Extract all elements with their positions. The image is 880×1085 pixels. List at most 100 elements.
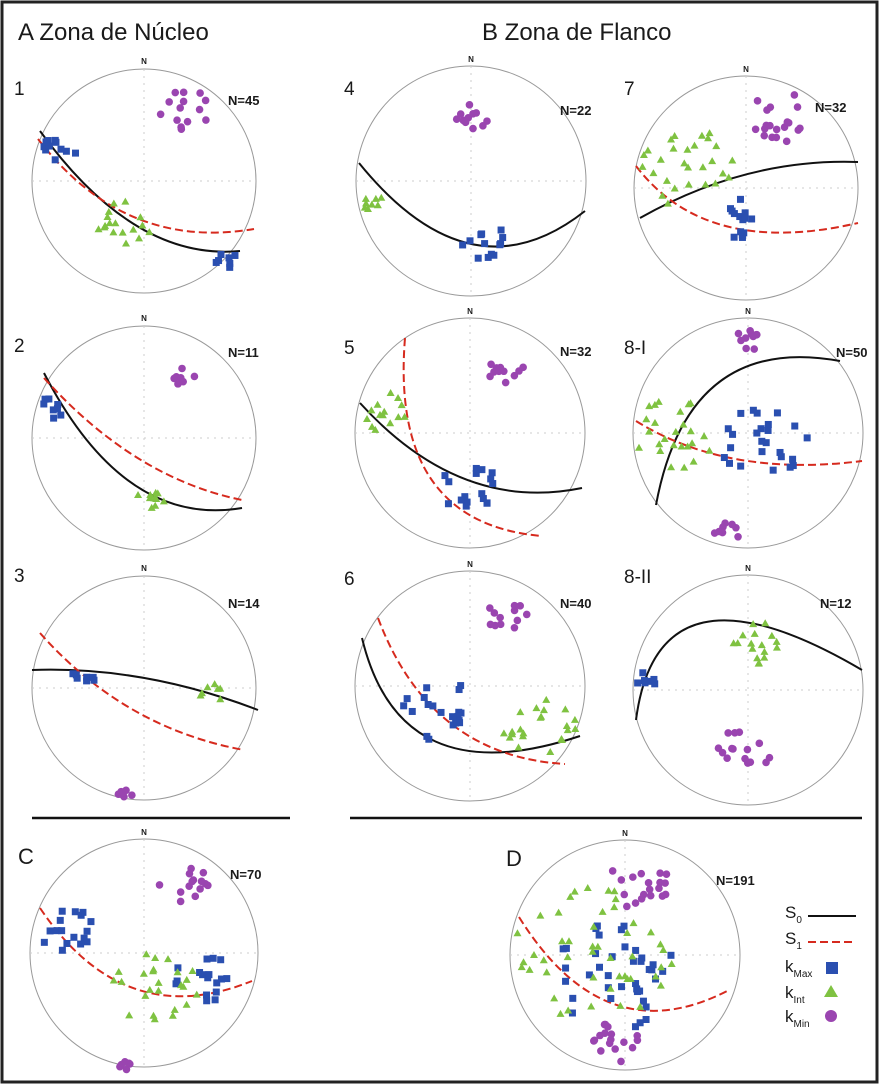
kmax-point xyxy=(83,938,91,946)
kmax-point xyxy=(488,469,496,477)
kmin-point xyxy=(487,360,495,369)
kmax-point xyxy=(562,977,570,985)
kint-point xyxy=(662,176,671,184)
kint-point xyxy=(589,973,598,981)
stereonet-5: N xyxy=(354,307,586,549)
kmax-point xyxy=(455,708,463,716)
kmax-point xyxy=(483,499,491,507)
kmax-point xyxy=(400,702,408,710)
s1-great-circle xyxy=(635,420,863,466)
stereonet-C: N xyxy=(29,828,259,1074)
kmax-point xyxy=(481,240,489,248)
kmax-point xyxy=(720,454,728,462)
kmax-point xyxy=(63,939,71,947)
kmax-point xyxy=(444,500,452,508)
north-label: N xyxy=(467,560,473,569)
kmax-point xyxy=(40,400,48,408)
kint-point xyxy=(767,631,776,639)
kmax-point xyxy=(462,502,470,510)
kmax-point xyxy=(474,254,482,262)
s1-great-circle xyxy=(402,337,543,537)
kmax-point xyxy=(604,984,612,992)
s1-great-circle xyxy=(39,907,253,998)
kmax-point xyxy=(457,496,465,504)
kint-point xyxy=(615,972,624,980)
kmax-point xyxy=(53,927,61,935)
kmin-point xyxy=(631,899,640,907)
kint-point xyxy=(380,407,389,415)
kmax-point xyxy=(70,933,78,941)
kmax-point xyxy=(50,414,58,422)
kint-point xyxy=(550,994,559,1002)
kmin-point xyxy=(491,621,499,630)
kmax-point xyxy=(58,946,66,954)
kint-cluster xyxy=(499,695,580,756)
kint-point xyxy=(659,945,668,953)
kmax-point xyxy=(636,987,644,995)
kint-point xyxy=(679,420,688,428)
kmin-point xyxy=(479,121,487,130)
kmax-point xyxy=(478,466,486,474)
kmax-point xyxy=(642,1016,650,1024)
kmin-point xyxy=(751,125,760,134)
kmax-point xyxy=(455,686,463,694)
kmax-point xyxy=(736,213,744,221)
kmin-point xyxy=(783,118,792,126)
kint-point xyxy=(400,412,409,420)
kmin-point xyxy=(201,96,210,105)
kmin-cluster xyxy=(486,601,531,632)
kint-point xyxy=(136,213,145,221)
kmin-point xyxy=(190,372,199,381)
kmax-point xyxy=(213,979,221,987)
kint-point xyxy=(772,643,781,651)
kint-point xyxy=(683,145,692,153)
kint-point xyxy=(375,410,384,418)
kmax-cluster xyxy=(40,395,65,422)
kint-point xyxy=(772,637,781,645)
kint-point xyxy=(593,942,602,950)
count-C: N=70 xyxy=(230,867,261,882)
legend-kint-triangle xyxy=(824,985,838,997)
s1-great-circle xyxy=(37,138,255,234)
kmax-point xyxy=(58,907,66,915)
kmin-point xyxy=(155,881,164,889)
kmin-point xyxy=(496,363,505,372)
kmin-point xyxy=(728,520,736,529)
kint-point xyxy=(182,975,191,983)
kmin-point xyxy=(516,602,524,610)
kint-point xyxy=(655,440,664,448)
header-zona-nucleo: A Zona de Núcleo xyxy=(18,19,209,46)
kmax-point xyxy=(659,967,667,975)
kmax-point xyxy=(77,940,85,948)
kint-point xyxy=(536,911,545,919)
kmin-point xyxy=(501,378,510,387)
kmax-point xyxy=(217,975,225,983)
kmax-point xyxy=(777,453,785,461)
kmin-point xyxy=(510,623,519,632)
kmax-point xyxy=(203,991,211,999)
kmax-point xyxy=(203,997,211,1005)
kmax-point xyxy=(423,732,431,740)
kmax-point xyxy=(62,147,70,155)
kint-cluster xyxy=(729,619,781,667)
kmin-point xyxy=(199,868,208,877)
kint-point xyxy=(104,207,113,215)
kmax-point xyxy=(174,964,182,972)
kmax-point xyxy=(58,927,66,935)
kint-point xyxy=(179,982,188,990)
kmin-point xyxy=(637,894,646,903)
kmax-point xyxy=(629,957,637,965)
s0-great-circle xyxy=(655,356,841,506)
kmin-point xyxy=(122,1065,131,1074)
kmax-point xyxy=(41,395,49,403)
kmin-cluster xyxy=(734,326,761,353)
kint-point xyxy=(373,400,382,408)
kint-point xyxy=(147,503,156,511)
kmax-point xyxy=(45,395,53,403)
kmin-point xyxy=(796,124,804,133)
kmax-point xyxy=(42,146,50,154)
kint-point xyxy=(654,397,663,405)
kmax-point xyxy=(87,918,95,926)
kmin-point xyxy=(718,748,727,757)
kint-point xyxy=(216,695,225,703)
